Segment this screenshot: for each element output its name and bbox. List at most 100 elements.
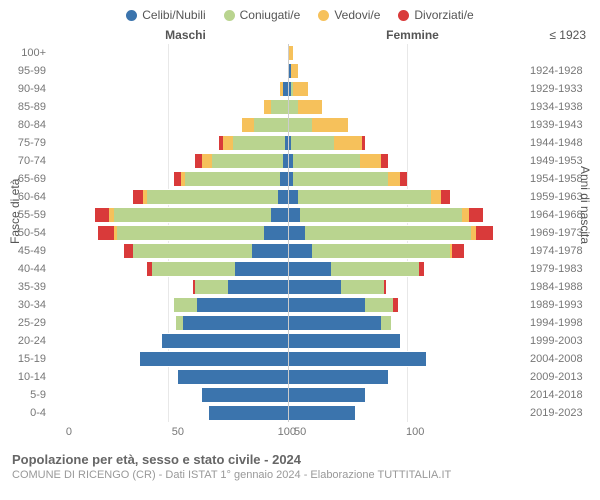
bar-row xyxy=(50,278,288,296)
bar-segment-married xyxy=(117,225,264,241)
bar-segment-married xyxy=(291,135,334,151)
male-bars-column xyxy=(50,44,289,422)
x-tick: 50 xyxy=(72,426,184,438)
bar-row xyxy=(50,80,288,98)
bar-segment-divorced xyxy=(452,243,464,259)
x-tick: 100 xyxy=(406,426,518,438)
bar-segment-single xyxy=(289,297,365,313)
legend-item: Coniugati/e xyxy=(224,8,301,22)
legend-label: Celibi/Nubili xyxy=(142,8,205,22)
bar-segment-divorced xyxy=(419,261,424,277)
bar-row xyxy=(50,152,288,170)
bar-segment-widowed xyxy=(242,117,254,133)
bar-segment-single xyxy=(183,315,288,331)
bar-segment-divorced xyxy=(469,207,483,223)
legend-swatch xyxy=(126,10,137,21)
bar-segment-divorced xyxy=(384,279,386,295)
age-label: 20-24 xyxy=(12,332,50,350)
bar-segment-married xyxy=(133,243,252,259)
male-column-header: Maschi xyxy=(72,28,299,42)
bar-row xyxy=(289,170,527,188)
bar-segment-widowed xyxy=(202,153,212,169)
population-pyramid-chart: Celibi/Nubili Coniugati/e Vedovi/e Divorzia… xyxy=(0,0,600,500)
bar-segment-married xyxy=(298,189,431,205)
age-label: 35-39 xyxy=(12,278,50,296)
bar-segment-single xyxy=(252,243,288,259)
bar-row xyxy=(289,224,527,242)
age-label: 75-79 xyxy=(12,134,50,152)
bar-segment-divorced xyxy=(195,153,202,169)
legend-item: Celibi/Nubili xyxy=(126,8,205,22)
birth-year-label: 2009-2013 xyxy=(526,368,588,386)
bar-segment-married xyxy=(233,135,285,151)
bar-segment-married xyxy=(305,225,471,241)
bar-row xyxy=(289,206,527,224)
birth-year-label: 1929-1933 xyxy=(526,80,588,98)
bar-segment-single xyxy=(264,225,288,241)
bar-segment-married xyxy=(195,279,228,295)
legend-label: Divorziati/e xyxy=(414,8,473,22)
birth-year-label: 1939-1943 xyxy=(526,116,588,134)
bar-segment-widowed xyxy=(312,117,348,133)
bar-segment-single xyxy=(289,225,306,241)
bar-row xyxy=(289,98,527,116)
chart-subtitle: COMUNE DI RICENGO (CR) - Dati ISTAT 1° g… xyxy=(12,469,588,481)
bar-segment-married xyxy=(341,279,384,295)
bar-row xyxy=(289,296,527,314)
bar-row xyxy=(50,296,288,314)
bar-segment-widowed xyxy=(388,171,400,187)
bar-row xyxy=(50,224,288,242)
legend-item: Divorziati/e xyxy=(398,8,473,22)
age-label: 70-74 xyxy=(12,152,50,170)
bar-segment-divorced xyxy=(400,171,407,187)
bar-segment-single xyxy=(289,279,341,295)
bar-segment-single xyxy=(197,297,287,313)
bar-segment-widowed xyxy=(360,153,381,169)
bar-segment-single xyxy=(162,333,288,349)
bar-row xyxy=(289,80,527,98)
bar-segment-married xyxy=(185,171,280,187)
legend-swatch xyxy=(318,10,329,21)
bar-segment-divorced xyxy=(133,189,143,205)
bar-segment-divorced xyxy=(441,189,451,205)
age-label: 5-9 xyxy=(12,386,50,404)
y-axis-title-left: Fasce di età xyxy=(8,179,22,244)
bar-segment-widowed xyxy=(291,63,298,79)
bar-segment-married xyxy=(254,117,287,133)
bar-segment-married xyxy=(293,171,388,187)
bar-segment-single xyxy=(285,135,287,151)
bar-segment-single xyxy=(289,207,301,223)
bars-area xyxy=(50,44,526,422)
bar-segment-married xyxy=(174,297,198,313)
female-column-header: Femmine xyxy=(299,28,526,42)
female-bars-column xyxy=(289,44,527,422)
bar-row xyxy=(50,314,288,332)
bar-row xyxy=(50,62,288,80)
bar-segment-single xyxy=(202,387,288,403)
birth-year-label: 1924-1928 xyxy=(526,62,588,80)
bar-row xyxy=(50,116,288,134)
birth-year-label: 2014-2018 xyxy=(526,386,588,404)
bar-segment-single xyxy=(289,405,356,421)
bar-row xyxy=(50,170,288,188)
bar-segment-widowed xyxy=(334,135,363,151)
legend-item: Vedovi/e xyxy=(318,8,380,22)
y-axis-title-right: Anni di nascita xyxy=(578,166,592,244)
age-label: 85-89 xyxy=(12,98,50,116)
bar-segment-divorced xyxy=(174,171,181,187)
chart-footer: Popolazione per età, sesso e stato civil… xyxy=(12,452,588,481)
bar-segment-single xyxy=(140,351,287,367)
top-right-birth-label: ≤ 1923 xyxy=(526,28,588,42)
age-label: 25-29 xyxy=(12,314,50,332)
bar-segment-single xyxy=(289,315,382,331)
bar-row xyxy=(289,404,527,422)
bar-segment-married xyxy=(289,117,313,133)
birth-year-label: 1974-1978 xyxy=(526,242,588,260)
age-label: 95-99 xyxy=(12,62,50,80)
legend-swatch xyxy=(224,10,235,21)
x-tick: 0 xyxy=(58,426,72,438)
bar-row xyxy=(50,98,288,116)
legend-swatch xyxy=(398,10,409,21)
plot-area: Fasce di età Anni di nascita 100+95-9990… xyxy=(12,44,588,422)
bar-row xyxy=(289,188,527,206)
